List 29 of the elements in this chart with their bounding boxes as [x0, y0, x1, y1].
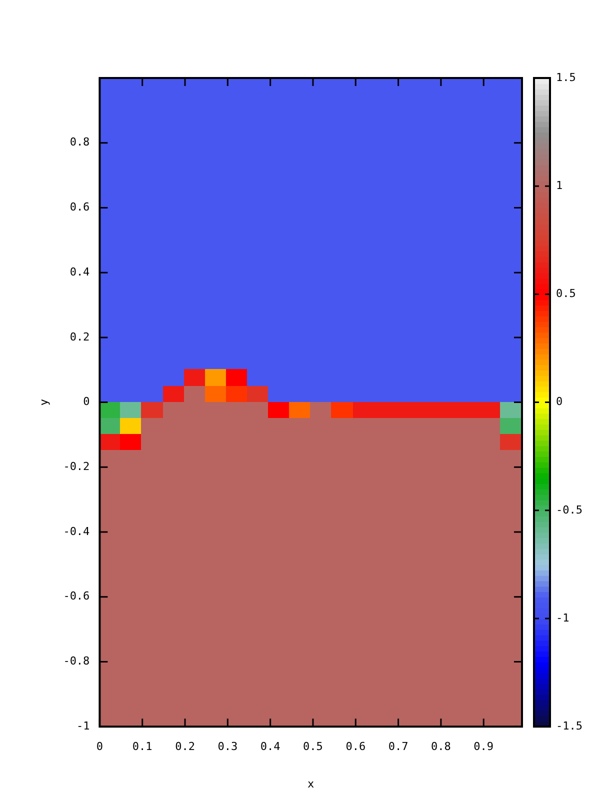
y-tick-label: -0.2 — [63, 460, 90, 474]
x-tick-label: 0 — [96, 740, 104, 754]
y-tick-label: -0.4 — [63, 524, 90, 538]
color-bar-label: -0.5 — [556, 503, 582, 516]
x-tick-label: 0.7 — [388, 740, 408, 754]
y-tick-label: 0 — [83, 395, 90, 408]
x-tick-label: 0.4 — [260, 740, 281, 754]
color-bar-label: 1.5 — [556, 70, 576, 84]
color-bar-label: 1 — [556, 178, 563, 192]
y-tick-label: 0.8 — [70, 136, 90, 149]
x-tick-label: 0.8 — [431, 740, 451, 754]
y-tick-label: -0.8 — [63, 654, 90, 668]
color-bar-label: 0 — [556, 395, 563, 408]
y-tick-label: -1 — [76, 719, 90, 732]
x-tick-label: 0.2 — [175, 740, 195, 754]
x-tick-label: 0.3 — [218, 740, 238, 754]
x-tick-label: 0.1 — [132, 740, 152, 754]
x-tick-label: 0.5 — [303, 740, 323, 754]
x-tick-label: 0.9 — [474, 740, 494, 754]
y-tick-label: 0.2 — [70, 330, 90, 344]
x-axis-title: x — [308, 777, 315, 790]
color-bar-label: -1.5 — [556, 719, 582, 732]
y-tick-label: 0.6 — [70, 200, 90, 214]
x-tick-label: 0.6 — [346, 740, 366, 754]
color-bar-label: -1 — [556, 611, 570, 624]
color-bar-label: 0.5 — [556, 287, 576, 300]
y-axis-title: y — [37, 398, 50, 406]
y-tick-label: 0.4 — [70, 265, 90, 278]
y-tick-label: -0.6 — [63, 590, 90, 603]
